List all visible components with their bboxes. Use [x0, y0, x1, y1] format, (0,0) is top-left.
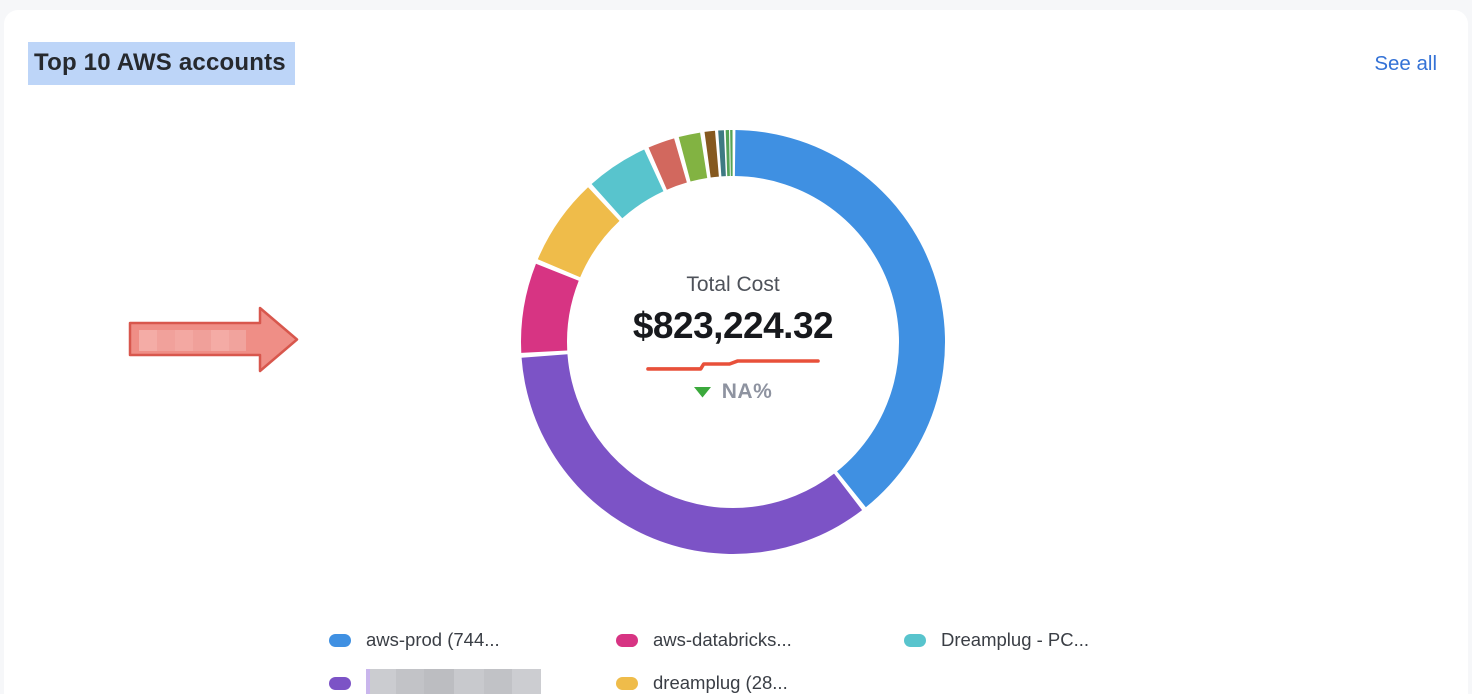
page-title: Top 10 AWS accounts: [28, 42, 295, 85]
legend-marker: [329, 633, 351, 647]
legend-marker: [616, 676, 638, 690]
legend-marker: [904, 633, 926, 647]
donut-segment[interactable]: [704, 130, 719, 178]
donut-segment[interactable]: [591, 149, 664, 219]
arrow-redacted-text: [139, 330, 246, 351]
legend-label: aws-databricks...: [653, 629, 792, 650]
donut-segment[interactable]: [520, 263, 579, 353]
legend-label: Dreamplug - PC...: [941, 629, 1090, 650]
donut-segment[interactable]: [537, 187, 620, 278]
legend-item-aws-databricks[interactable]: aws-databricks...: [616, 626, 792, 654]
donut-segment[interactable]: [718, 130, 726, 177]
legend-label: dreamplug (28...: [653, 672, 788, 693]
legend-label: aws-prod (744...: [366, 629, 500, 650]
donut-chart[interactable]: [513, 122, 953, 562]
card-header: Top 10 AWS accounts: [28, 42, 295, 85]
legend-item-dreamplug[interactable]: dreamplug (28...: [616, 669, 788, 694]
donut-segment[interactable]: [725, 130, 730, 177]
donut-segment[interactable]: [734, 130, 946, 508]
donut-segment[interactable]: [730, 130, 733, 177]
legend-marker: [616, 633, 638, 647]
donut-segment[interactable]: [678, 132, 708, 182]
legend-item-aws-prod[interactable]: aws-prod (744...: [329, 626, 500, 654]
annotation-arrow-icon: [128, 306, 299, 373]
donut-segment[interactable]: [648, 138, 687, 190]
legend-item-dreamplug-pc[interactable]: Dreamplug - PC...: [904, 626, 1089, 654]
legend-item-redacted[interactable]: [329, 669, 541, 694]
legend-marker: [329, 676, 351, 690]
donut-segment[interactable]: [521, 354, 863, 555]
see-all-link[interactable]: See all: [1374, 52, 1437, 75]
redacted-legend-label: [366, 669, 541, 694]
